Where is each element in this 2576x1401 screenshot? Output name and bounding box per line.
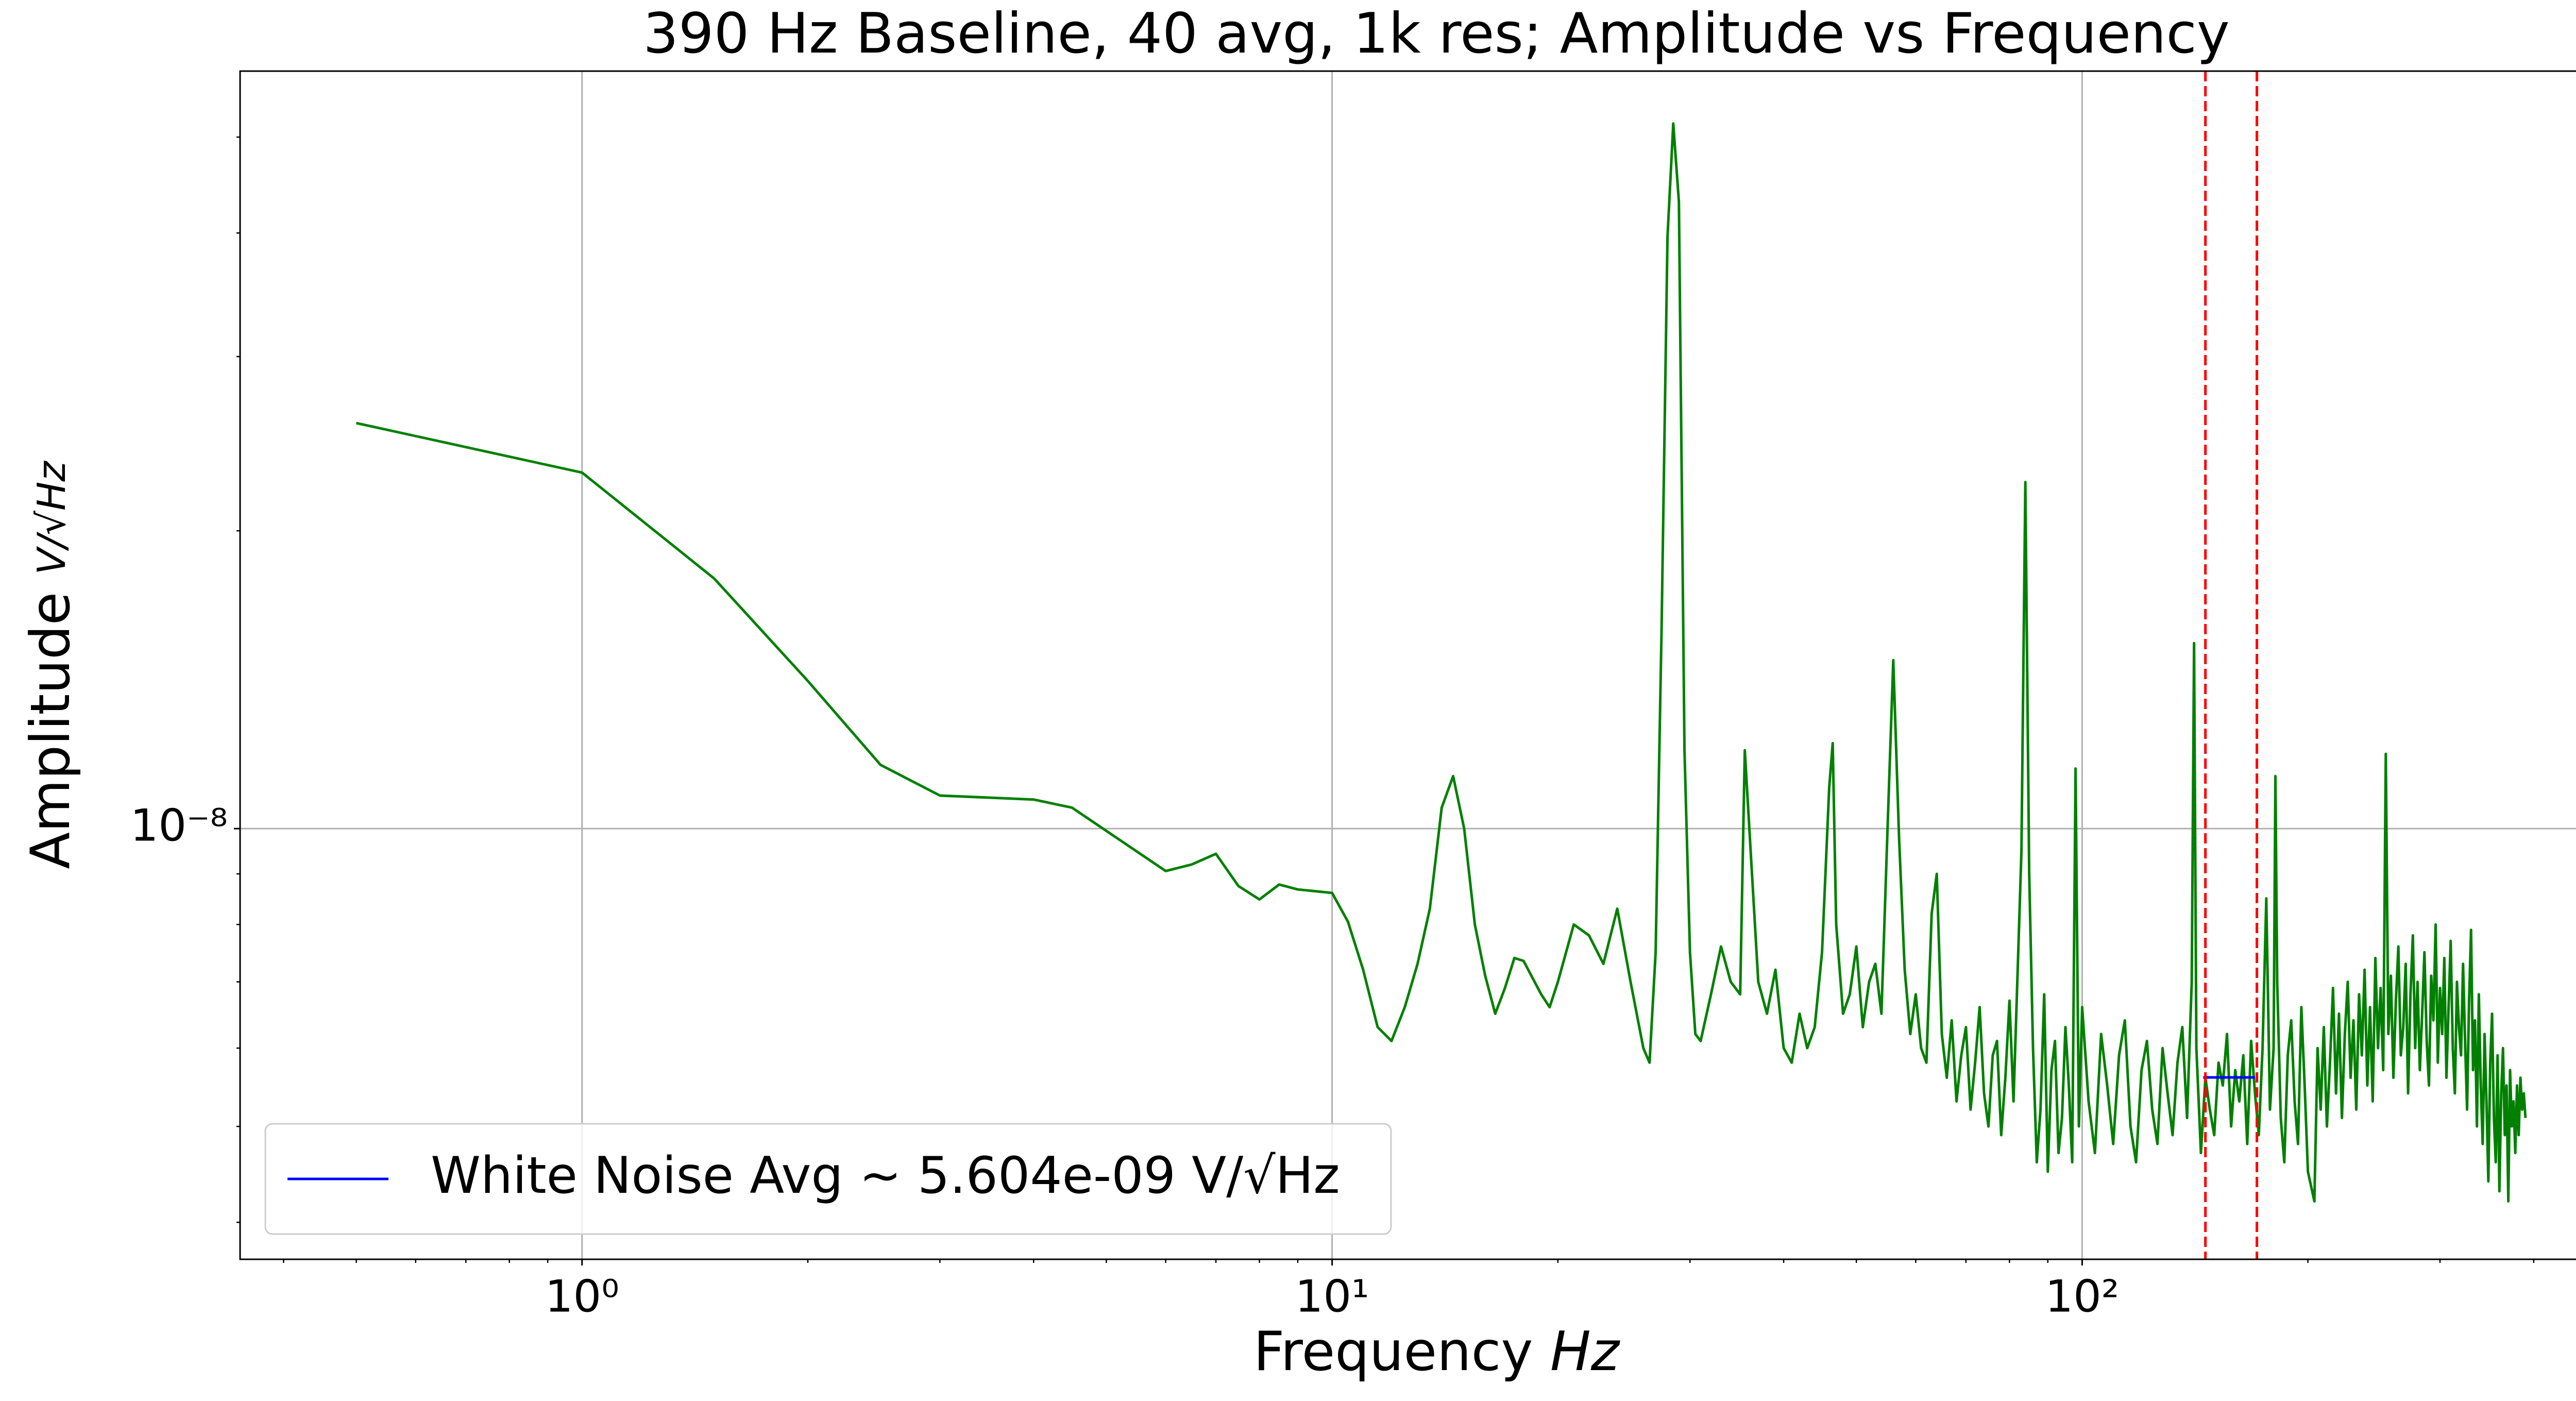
chart-title: 390 Hz Baseline, 40 avg, 1k res; Amplitu… (643, 2, 2230, 66)
x-tick-label: 10⁰ (545, 1271, 619, 1322)
legend-box (264, 1123, 1392, 1235)
y-tick-label: 10⁻⁸ (130, 800, 228, 852)
plot-area (355, 71, 2527, 1259)
x-label-text: Frequency (1253, 1320, 1533, 1383)
legend-label: White Noise Avg ~ 5.604e-09 V/√Hz (431, 1146, 1340, 1205)
y-label-text: Amplitude (19, 592, 82, 869)
x-tick-label: 10¹ (1295, 1271, 1369, 1322)
y-label-unit: V/√Hz (29, 461, 74, 575)
y-axis-label: Amplitude V/√Hz (19, 461, 82, 869)
x-tick-label: 10² (2045, 1271, 2119, 1322)
axes-frame (239, 70, 2576, 1260)
x-axis-label: Frequency Hz (1253, 1320, 1621, 1383)
x-label-unit: Hz (1550, 1320, 1621, 1383)
series-line (355, 122, 2527, 1203)
